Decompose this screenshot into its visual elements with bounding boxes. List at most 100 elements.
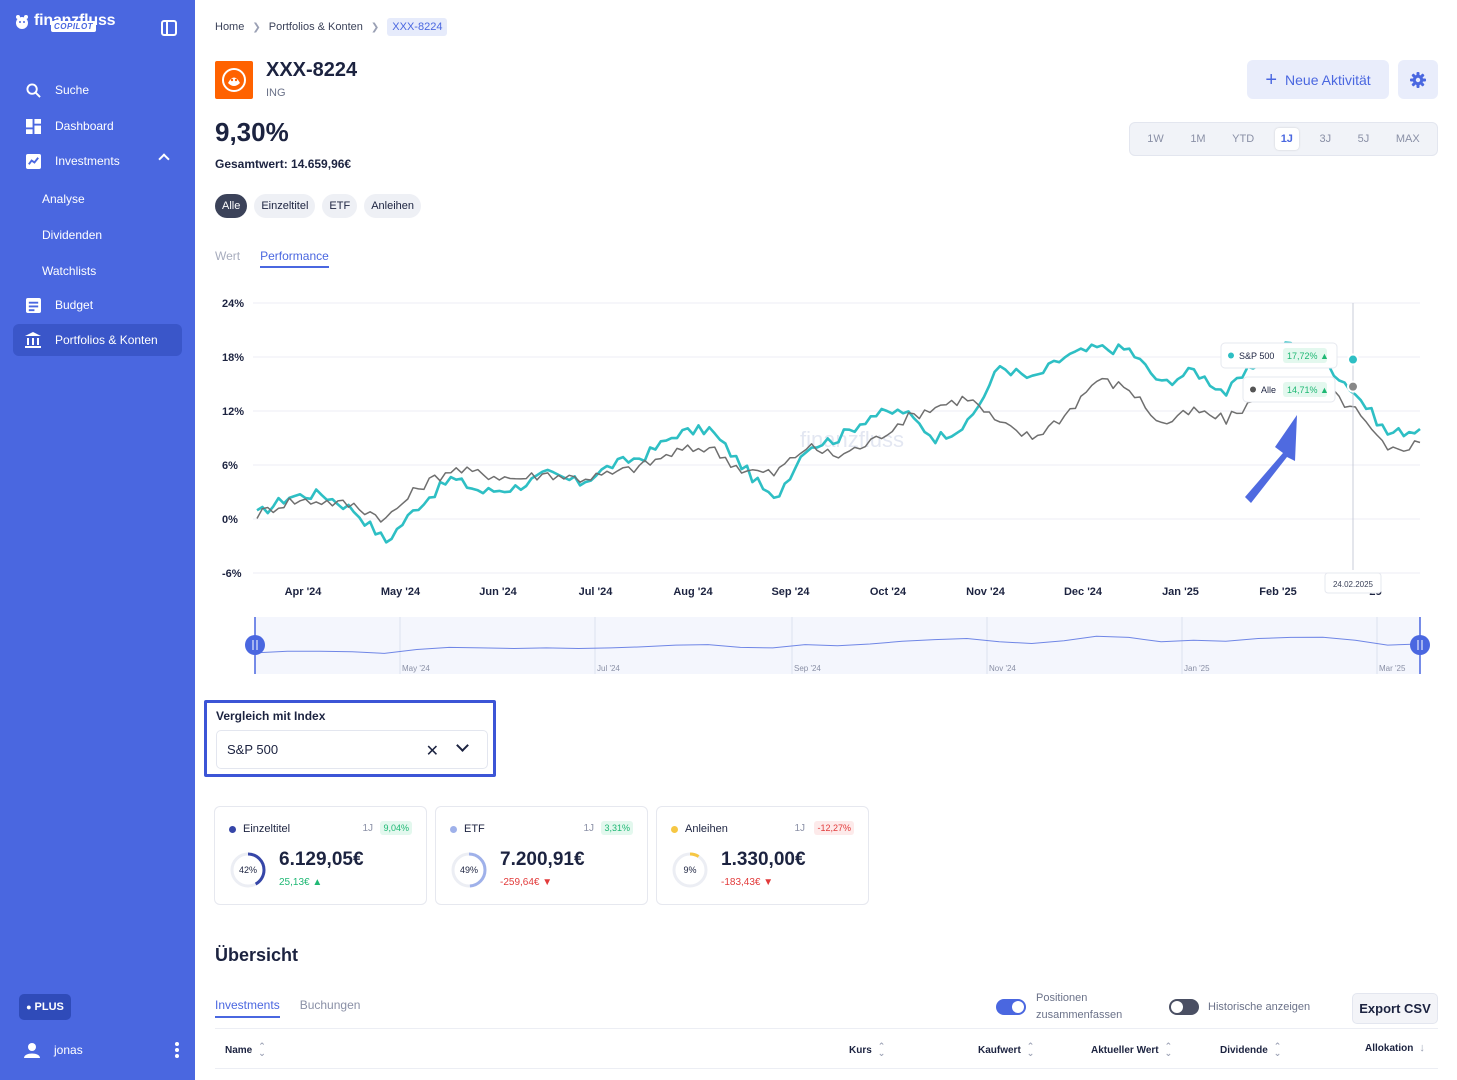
sidebar-item-portfolios[interactable]: Portfolios & Konten <box>13 324 182 356</box>
time-range-selector: 1W 1M YTD 1J 3J 5J MAX <box>1129 122 1438 156</box>
column-kurs[interactable]: Kurs ⌃ ⌄ <box>849 1041 886 1058</box>
allocation-card-einzeltitel[interactable]: Einzeltitel 9,04% 1J 42% 6.129,05€ 25,13€ ▲ <box>214 806 427 905</box>
card-change: 25,13€ ▲ <box>279 877 323 888</box>
breadcrumb-current: XXX-8224 <box>387 18 448 36</box>
column-label: Aktueller Wert <box>1091 1044 1159 1056</box>
merge-positions-toggle[interactable] <box>996 999 1026 1015</box>
new-activity-button[interactable]: + Neue Aktivität <box>1247 60 1389 99</box>
crown-icon: ● <box>26 1002 32 1012</box>
share-label: 49% <box>459 865 478 875</box>
chevron-down-icon[interactable] <box>456 739 469 752</box>
y-tick-label: 0% <box>222 514 238 526</box>
column-allokation[interactable]: Allokation ↓ <box>1365 1043 1425 1055</box>
tab-performance[interactable]: Performance <box>260 249 329 268</box>
column-dividende[interactable]: Dividende ⌃ ⌄ <box>1220 1041 1282 1058</box>
share-label: 42% <box>238 865 257 875</box>
series-line-alle <box>256 377 1421 523</box>
filter-anleihen[interactable]: Anleihen <box>364 194 422 218</box>
bank-name: ING <box>266 87 286 99</box>
settings-button[interactable] <box>1398 60 1438 99</box>
x-tick-label: Apr '24 <box>285 586 323 598</box>
tab-buchungen[interactable]: Buchungen <box>299 998 361 1012</box>
compare-label: Vergleich mit Index <box>216 709 326 723</box>
dashboard-icon <box>25 118 41 134</box>
card-value: 1.330,00€ <box>721 849 806 870</box>
divider <box>215 1068 1438 1069</box>
performance-value: 9,30% <box>215 117 289 147</box>
range-1w[interactable]: 1W <box>1147 133 1164 145</box>
new-activity-label: Neue Aktivität <box>1285 71 1371 88</box>
column-label: Dividende <box>1220 1044 1268 1056</box>
index-compare-panel: Vergleich mit Index S&P 500 ✕ <box>204 700 496 777</box>
ring-fill <box>451 852 487 888</box>
tab-wert[interactable]: Wert <box>215 249 241 263</box>
card-return-badge: 9,04% <box>380 821 412 835</box>
range-1m[interactable]: 1M <box>1190 133 1206 145</box>
allocation-card-etf[interactable]: ETF 3,31% 1J 49% 7.200,91€ -259,64€ ▼ <box>435 806 648 905</box>
range-3j[interactable]: 3J <box>1319 133 1332 145</box>
tooltip-sp500: S&P 500 17,72% ▲ <box>1220 342 1338 369</box>
sort-icon: ⌃ ⌄ <box>877 1041 886 1058</box>
sidebar-item-budget[interactable]: Budget <box>13 289 182 321</box>
sidebar-item-investments[interactable]: Investments <box>13 145 182 177</box>
range-max[interactable]: MAX <box>1395 133 1420 145</box>
tooltip-date-box <box>1324 572 1382 594</box>
sidebar-item-analyse[interactable]: Analyse <box>42 192 85 206</box>
tooltip-value-bg <box>1283 382 1327 397</box>
x-tick-label: Aug '24 <box>673 586 713 598</box>
tab-investments[interactable]: Investments <box>215 998 280 1018</box>
tooltip-value: 14,71% ▲ <box>1287 385 1329 395</box>
user-name: jonas <box>54 1043 83 1057</box>
sidebar-item-dividenden[interactable]: Dividenden <box>42 228 103 242</box>
column-aktueller-wert[interactable]: Aktueller Wert ⌃ ⌄ <box>1091 1042 1172 1058</box>
column-kaufwert[interactable]: Kaufwert ⌃ ⌄ <box>978 1041 1035 1058</box>
y-tick-label: 12% <box>222 406 244 418</box>
navigator-handle-left[interactable] <box>245 635 265 655</box>
user-menu[interactable]: jonas <box>24 1038 179 1062</box>
column-name[interactable]: Name ⌃ ⌄ <box>225 1042 266 1058</box>
range-5j[interactable]: 5J <box>1357 133 1370 145</box>
clear-icon[interactable]: ✕ <box>425 743 439 760</box>
breadcrumb: Home ❯ Portfolios & Konten ❯ XXX-8224 <box>215 18 448 36</box>
overview-title: Übersicht <box>215 945 299 965</box>
legend-dot <box>229 826 236 833</box>
plus-badge[interactable]: ● PLUS <box>19 994 71 1020</box>
breadcrumb-portfolios[interactable]: Portfolios & Konten <box>268 21 363 33</box>
y-tick-label: -6% <box>222 568 242 580</box>
page-title: XXX-8224 <box>266 59 358 81</box>
index-select[interactable]: S&P 500 ✕ <box>216 730 488 769</box>
sidebar-item-watchlists[interactable]: Watchlists <box>42 264 97 278</box>
chart-navigator[interactable]: May '24 Jul '24 Sep '24 Nov '24 Jan '25 Mar '… <box>205 612 1435 677</box>
tooltip-value: 17,72% ▲ <box>1287 351 1329 361</box>
x-tick-label: Jan '25 <box>1162 586 1199 598</box>
allocation-card-anleihen[interactable]: Anleihen -12,27% 1J 9% 1.330,00€ -183,43€ ▼ <box>656 806 869 905</box>
asset-filter: Alle Einzeltitel ETF Anleihen <box>215 194 422 218</box>
user-icon <box>24 1043 40 1058</box>
more-options-icon[interactable] <box>175 1042 179 1058</box>
tooltip-date-text: 24.02.2025 <box>1333 580 1374 589</box>
marker-sp500 <box>1347 353 1359 366</box>
filter-einzeltitel[interactable]: Einzeltitel <box>254 194 316 218</box>
search-icon <box>25 82 41 98</box>
sidebar-collapse-icon[interactable] <box>161 20 177 36</box>
lion-icon <box>222 68 246 92</box>
ring-fill <box>672 852 708 888</box>
column-label: Kaufwert <box>978 1044 1021 1056</box>
range-ytd[interactable]: YTD <box>1232 133 1255 145</box>
export-csv-button[interactable]: Export CSV <box>1352 993 1438 1024</box>
breadcrumb-home[interactable]: Home <box>215 21 245 33</box>
range-1j[interactable]: 1J <box>1274 128 1299 150</box>
sort-icon: ⌃ ⌄ <box>1026 1041 1035 1058</box>
sidebar-item-label: Dashboard <box>55 119 114 133</box>
navigator-handle-right[interactable] <box>1410 635 1430 655</box>
column-label: Name <box>225 1044 253 1056</box>
sort-icon: ⌃ ⌄ <box>1273 1041 1282 1058</box>
history-toggle[interactable] <box>1169 999 1199 1015</box>
sidebar-item-dashboard[interactable]: Dashboard <box>13 110 182 142</box>
ring-fill <box>230 852 266 888</box>
sidebar-item-search[interactable]: Suche <box>13 74 182 106</box>
chevron-right-icon: ❯ <box>252 21 261 33</box>
filter-alle[interactable]: Alle <box>215 194 248 218</box>
filter-etf[interactable]: ETF <box>322 194 358 218</box>
